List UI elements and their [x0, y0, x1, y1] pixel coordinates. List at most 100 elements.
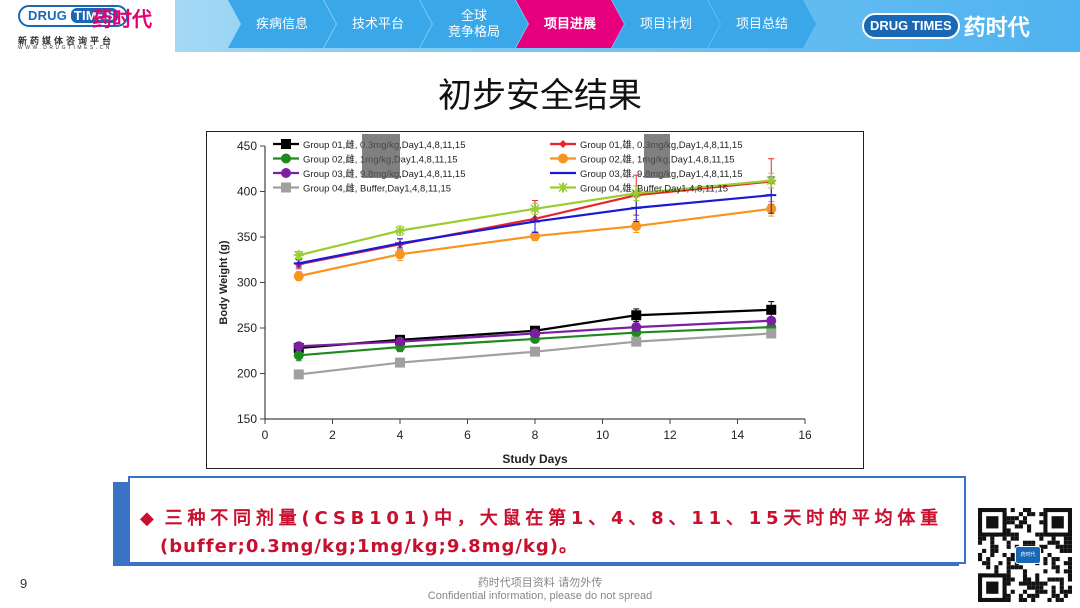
- qr-module: [1031, 512, 1036, 517]
- qr-module: [1055, 540, 1060, 545]
- qr-module: [1006, 569, 1011, 574]
- qr-module: [1022, 569, 1028, 574]
- qr-module: [982, 548, 987, 553]
- data-point-star-arm: [558, 182, 568, 193]
- data-point: [281, 139, 291, 149]
- data-point-star-arm: [294, 250, 304, 260]
- qr-module: [1059, 544, 1064, 549]
- qr-module: [1067, 540, 1072, 545]
- qr-badge: 药时代: [1015, 546, 1041, 564]
- qr-module: [1002, 536, 1007, 541]
- logo-chinese-name: 药时代: [92, 7, 152, 31]
- x-tick-label: 12: [663, 428, 677, 442]
- x-tick-label: 6: [464, 428, 471, 442]
- redaction-block: [362, 134, 400, 178]
- x-tick-label: 2: [329, 428, 336, 442]
- qr-module: [978, 557, 983, 562]
- data-point-star-arm: [395, 226, 405, 236]
- tab-project-summary[interactable]: 项目总结: [708, 0, 816, 48]
- qr-module: [1063, 569, 1068, 574]
- data-point: [631, 336, 642, 347]
- qr-module: [1006, 520, 1011, 525]
- data-point-star-arm: [631, 188, 641, 198]
- qr-module: [1031, 593, 1036, 598]
- qr-module: [1043, 544, 1048, 549]
- qr-module: [1051, 516, 1064, 529]
- qr-module: [1039, 520, 1044, 525]
- data-point: [558, 153, 568, 164]
- tab-competition[interactable]: 全球 竞争格局: [420, 0, 528, 48]
- x-tick-label: 0: [262, 428, 269, 442]
- qr-module: [1027, 585, 1032, 590]
- x-tick-label: 4: [397, 428, 404, 442]
- data-point: [293, 341, 304, 352]
- tab-tech-platform[interactable]: 技术平台: [324, 0, 432, 48]
- qr-module: [1006, 516, 1011, 521]
- data-point: [766, 304, 777, 315]
- tab-project-plan[interactable]: 项目计划: [612, 0, 720, 48]
- qr-module: [1027, 581, 1032, 586]
- qr-module: [1014, 516, 1019, 521]
- qr-module: [1055, 593, 1060, 598]
- qr-module: [1027, 508, 1032, 513]
- data-point: [766, 315, 777, 326]
- qr-module: [1022, 573, 1028, 578]
- qr-module: [1051, 593, 1056, 598]
- qr-module: [1018, 597, 1023, 602]
- qr-module: [1039, 536, 1044, 541]
- qr-module: [1022, 597, 1028, 602]
- qr-module: [1059, 589, 1064, 594]
- x-tick-label: 14: [731, 428, 745, 442]
- qr-module: [1014, 524, 1019, 529]
- qr-module: [1010, 552, 1015, 558]
- y-tick-label: 350: [237, 230, 257, 244]
- qr-module: [1010, 516, 1015, 521]
- qr-module: [1022, 589, 1028, 594]
- qr-module: [1027, 577, 1032, 582]
- tab-disease-info[interactable]: 疾病信息: [228, 0, 336, 48]
- qr-module: [1018, 565, 1023, 570]
- qr-code-icon: [978, 508, 1072, 602]
- qr-module: [1039, 581, 1044, 586]
- data-point: [530, 328, 540, 339]
- qr-module: [1043, 581, 1048, 586]
- data-point-star-arm: [766, 176, 776, 186]
- logo-tagline: 新药媒体咨询平台: [18, 36, 115, 46]
- qr-module: [1067, 585, 1072, 590]
- qr-module: [1063, 544, 1068, 549]
- footer-confidential-en: Confidential information, please do not …: [427, 590, 653, 602]
- qr-module: [1047, 577, 1052, 582]
- y-tick-label: 450: [237, 139, 257, 153]
- qr-module: [1031, 581, 1036, 586]
- qr-module: [1006, 528, 1011, 533]
- drugtimes-logo-left[interactable]: DRUG TIMES 药时代 新药媒体咨询平台 WWW.DRUGTIMES.CN: [0, 0, 175, 52]
- qr-module: [1010, 589, 1015, 594]
- qr-module: [1051, 540, 1056, 545]
- qr-module: [1067, 557, 1072, 562]
- logo-right-pill: DRUG TIMES: [862, 13, 960, 39]
- qr-module: [1035, 585, 1040, 590]
- data-point: [395, 249, 405, 260]
- qr-module: [1031, 540, 1036, 545]
- qr-module: [1022, 581, 1028, 586]
- qr-module: [1051, 589, 1056, 594]
- data-point: [530, 346, 540, 357]
- qr-module: [1063, 593, 1068, 598]
- qr-module: [1014, 565, 1019, 570]
- data-point: [395, 336, 405, 347]
- data-point: [631, 322, 642, 333]
- qr-module: [1010, 577, 1015, 582]
- qr-module: [1067, 536, 1072, 541]
- data-point-star-arm: [530, 204, 540, 214]
- qr-module: [1006, 557, 1011, 562]
- chart-svg: 150 200 250 300 350 400 450 0 2 4 6 8 10 12 14 16 Study …: [218, 134, 812, 466]
- qr-module: [1010, 532, 1015, 537]
- data-point: [631, 221, 642, 232]
- header-bar: DRUG TIMES 药时代 新药媒体咨询平台 WWW.DRUGTIMES.CN…: [0, 0, 1080, 52]
- tab-project-progress[interactable]: 项目进展: [516, 0, 624, 48]
- drugtimes-logo-right[interactable]: DRUG TIMES 药时代: [862, 10, 1030, 42]
- qr-module: [1022, 508, 1028, 513]
- qr-module: [1043, 557, 1048, 562]
- qr-module: [990, 544, 995, 549]
- qr-module: [1063, 540, 1068, 545]
